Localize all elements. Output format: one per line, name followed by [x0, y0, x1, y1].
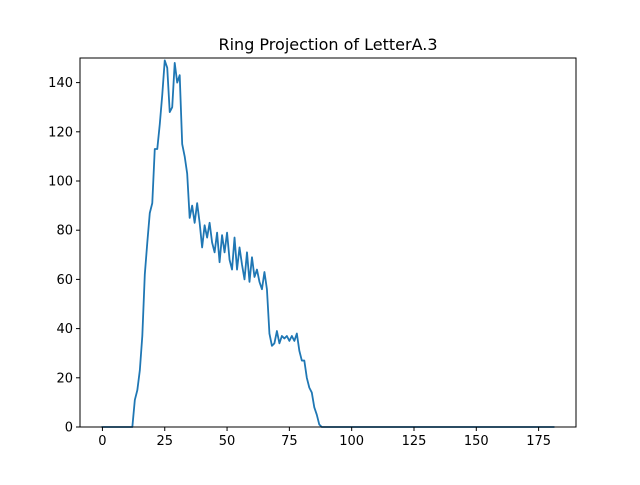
plot-area: 0 25 50 75 100 125 150 175 0 20 40 60 80 100 120 140 [48, 57, 577, 449]
y-tick-label: 140 [48, 76, 73, 91]
x-tick-label: 25 [156, 434, 173, 449]
x-tick-label: 125 [402, 434, 427, 449]
y-tick-label: 0 [65, 421, 73, 436]
y-tick-label: 100 [48, 175, 73, 190]
x-tick-label: 100 [339, 434, 364, 449]
x-tick-label: 0 [98, 434, 106, 449]
y-tick-label: 80 [56, 224, 73, 239]
x-tick-label: 175 [526, 434, 551, 449]
y-tick-label: 40 [56, 322, 73, 337]
y-tick-label: 60 [56, 273, 73, 288]
y-tick-label: 20 [56, 371, 73, 386]
axes-frame [79, 57, 577, 428]
x-tick-label: 150 [464, 434, 489, 449]
x-tick-label: 50 [219, 434, 236, 449]
y-tick-label: 120 [48, 125, 73, 140]
x-tick-label: 75 [281, 434, 298, 449]
chart-title: Ring Projection of LetterA.3 [218, 35, 437, 54]
